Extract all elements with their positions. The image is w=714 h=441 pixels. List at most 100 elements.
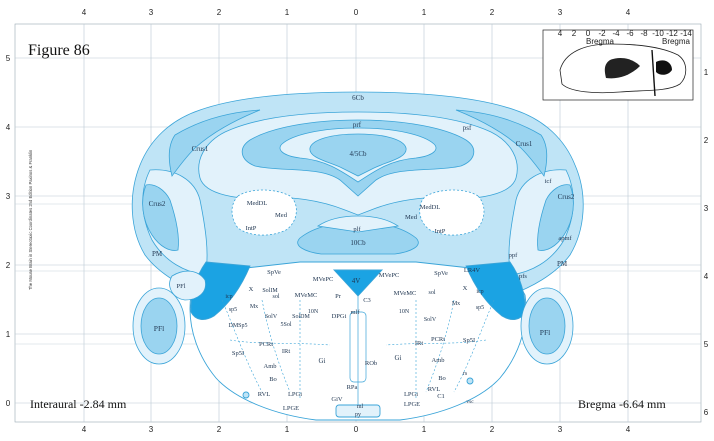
label-sp5i-l: Sp5I	[232, 350, 244, 357]
label-pfl-lo: PFl	[154, 324, 164, 333]
label-bo-r: Bo	[438, 375, 446, 382]
label-cb10: 10Cb	[350, 239, 366, 247]
top-axis-tick: 3	[149, 8, 154, 17]
label-rvl-r: RVL	[428, 386, 441, 393]
label-irt-r: IRt	[415, 340, 424, 347]
label-spve-l: SpVe	[267, 269, 281, 276]
bottom-axis-tick: 4	[82, 425, 87, 434]
inset-tick: -8	[640, 29, 648, 38]
label-plf: plf	[353, 226, 361, 233]
label-med-l: Med	[275, 212, 288, 219]
label-n10-l: 10N	[308, 309, 319, 315]
label-sp5i-r: Sp5I	[463, 337, 475, 344]
right-axis-tick: 3	[704, 204, 709, 213]
label-pm-r: PM	[557, 260, 568, 268]
label-med-r: Med	[405, 214, 418, 221]
top-axis-tick: 0	[354, 8, 359, 17]
label-x-r: X	[463, 285, 468, 292]
label-intP-l: IntP	[246, 225, 257, 232]
bregma-caption: Bregma -6.64 mm	[578, 397, 666, 411]
label-gi-r: Gi	[395, 354, 402, 362]
paraflocculi	[132, 270, 574, 365]
label-rvl-l: RVL	[258, 391, 271, 398]
label-mx-l: Mx	[250, 304, 258, 310]
inset-tick: 0	[586, 29, 591, 38]
label-py: py	[355, 412, 361, 418]
label-spve-r: SpVe	[434, 270, 448, 277]
label-mvepc-r: MVePC	[379, 272, 400, 279]
label-rpa: RPa	[347, 384, 358, 391]
label-crus2-r: Crus2	[558, 193, 575, 201]
bottom-axis-tick: 1	[422, 425, 427, 434]
label-medDL-l: MedDL	[247, 200, 268, 207]
label-lpgi-r: LPGi	[404, 391, 418, 398]
label-ml: ml	[357, 404, 364, 410]
label-mvepc-l: MVePC	[313, 276, 334, 283]
left-axis-tick: 2	[6, 261, 11, 270]
label-dpgi: DPGi	[332, 313, 347, 320]
label-pfl-l: PFl	[176, 283, 185, 290]
label-lpgi-l: LPGi	[288, 391, 302, 398]
right-axis-tick: 4	[704, 272, 709, 281]
top-axis-tick: 4	[626, 8, 631, 17]
label-mvemc-l: MVeMC	[295, 292, 318, 299]
inset-label-left: Bregma	[586, 37, 615, 46]
inset-tick: -4	[612, 29, 620, 38]
label-crus1-r: Crus1	[516, 140, 533, 148]
bottom-axis-tick: 2	[217, 425, 222, 434]
inset-tick: -12	[666, 29, 678, 38]
label-mvemc-r: MVeMC	[394, 290, 417, 297]
left-axis-tick: 0	[6, 399, 11, 408]
label-dmsp5: DMSp5	[228, 323, 247, 329]
label-bo-l: Bo	[269, 376, 277, 383]
top-axis-tick: 1	[285, 8, 290, 17]
label-crus1-l: Crus1	[192, 145, 209, 153]
label-c3: C3	[363, 297, 371, 304]
inset-tick: -14	[680, 29, 692, 38]
left-axis-tick: 4	[6, 123, 11, 132]
label-icf: icf	[545, 178, 553, 185]
inset-tick: -10	[652, 29, 664, 38]
label-crus2-l: Crus2	[149, 200, 166, 208]
interaural-caption: Interaural -2.84 mm	[30, 397, 127, 411]
label-rs: rs	[463, 371, 468, 377]
label-lr4v: LR4V	[464, 267, 481, 274]
cerebellum	[131, 91, 584, 296]
label-sol-l: sol	[272, 294, 279, 300]
inset-tick: -2	[598, 29, 606, 38]
label-amb-r: Amb	[432, 357, 445, 364]
label-sol-r: sol	[428, 290, 435, 296]
label-v4: 4V	[352, 277, 361, 285]
label-vsc: vsc	[466, 399, 474, 405]
bottom-axis-tick: 2	[490, 425, 495, 434]
label-pfs: pfs	[519, 273, 527, 280]
top-axis-tick: 2	[490, 8, 495, 17]
label-sp5-r: sp5	[476, 305, 484, 311]
label-pr: Pr	[335, 293, 342, 300]
label-pcrt-r: PCRt	[431, 336, 445, 343]
bottom-axis-tick: 1	[285, 425, 290, 434]
inset-tick: 2	[572, 29, 577, 38]
label-cb6: 6Cb	[352, 94, 364, 102]
axis-labels: 4 4 3 3 2 2 1 1 0 0 1 1 2 2 3 3 4 4 5 4 3 2 1 0 1 2 3 4 5 6	[6, 8, 709, 434]
structure-labels: 6Cb prf 4/5Cb psf Crus1 Crus1 Crus2 Crus2 icf Med…	[149, 94, 575, 418]
label-icp-r: icp	[476, 289, 483, 295]
label-ppf: ppf	[509, 252, 519, 259]
bottom-axis-tick: 3	[149, 425, 154, 434]
figure-title: Figure 86	[28, 42, 90, 59]
bottom-axis-tick: 4	[626, 425, 631, 434]
label-irt-l: IRt	[282, 348, 291, 355]
top-axis-tick: 3	[558, 8, 563, 17]
bottom-axis-tick: 3	[558, 425, 563, 434]
left-axis-tick: 5	[6, 54, 11, 63]
label-pcrt-l: PCRt	[259, 341, 273, 348]
label-gi-l: Gi	[319, 357, 326, 365]
right-axis-tick: 2	[704, 136, 709, 145]
label-n10-r: 10N	[399, 309, 410, 315]
label-solim: SolIM	[262, 288, 278, 294]
top-axis-tick: 4	[82, 8, 87, 17]
label-amb-l: Amb	[264, 363, 277, 370]
label-ssol: 5Sol	[280, 322, 291, 328]
